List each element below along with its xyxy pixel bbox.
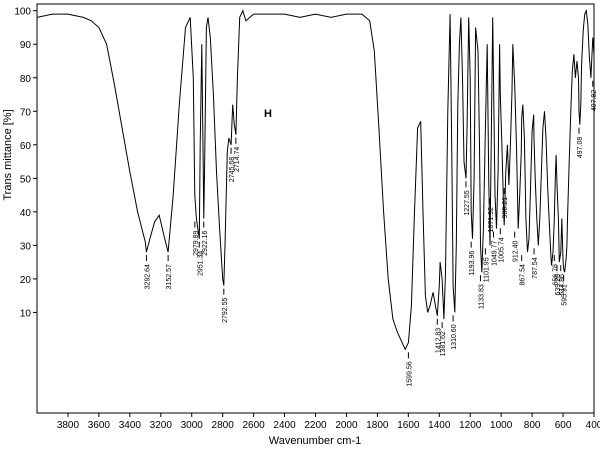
y-tick-label: 90 bbox=[20, 40, 32, 51]
peak-label: 980.21 bbox=[502, 197, 509, 219]
peak-label: 2951.34 bbox=[197, 251, 204, 276]
peak-label: 2922.16 bbox=[202, 231, 209, 256]
peak-label: 1049.77 bbox=[492, 241, 499, 266]
x-tick-label: 2400 bbox=[273, 420, 296, 431]
x-tick-label: 1200 bbox=[459, 420, 482, 431]
plot-frame bbox=[36, 3, 595, 414]
x-tick-label: 3600 bbox=[88, 420, 111, 431]
spectrum-line bbox=[36, 8, 595, 351]
peak-label: 2714.74 bbox=[234, 147, 241, 172]
y-tick-label: 100 bbox=[14, 7, 31, 18]
peak-label: 2745.68 bbox=[229, 157, 236, 182]
x-tick-label: 1800 bbox=[366, 420, 389, 431]
x-tick-label: 3200 bbox=[150, 420, 173, 431]
y-tick-label: 10 bbox=[20, 308, 32, 319]
y-tick-label: 20 bbox=[20, 275, 32, 286]
x-tick-label: 3400 bbox=[119, 420, 142, 431]
x-tick-label: 400 bbox=[586, 420, 600, 431]
annotation-label: H bbox=[264, 108, 272, 120]
peak-label: 1071.92 bbox=[488, 207, 495, 232]
x-tick-label: 800 bbox=[524, 420, 541, 431]
peak-label: 1227.55 bbox=[464, 190, 471, 215]
peak-label: 787.54 bbox=[532, 257, 539, 279]
peak-label: 497.08 bbox=[577, 137, 584, 159]
y-tick-label: 80 bbox=[20, 74, 32, 85]
peak-label: 1381.62 bbox=[440, 331, 447, 356]
peak-label: 1193.96 bbox=[469, 251, 476, 276]
y-tick-label: 50 bbox=[20, 174, 32, 185]
peak-label: 912.40 bbox=[513, 241, 520, 263]
peak-label: 595.91 bbox=[562, 284, 569, 306]
y-axis-label: Trans mittance [%] bbox=[2, 109, 14, 200]
x-tick-label: 1000 bbox=[490, 420, 513, 431]
peak-label: 614.86 bbox=[559, 274, 566, 296]
x-axis-ticks: 3800 3600 3400 3200 3000 2800 2600 2400 2200 2000… bbox=[57, 413, 600, 431]
y-tick-label: 70 bbox=[20, 107, 32, 118]
peak-label: 1310.60 bbox=[451, 324, 458, 349]
x-tick-label: 1600 bbox=[397, 420, 420, 431]
x-axis-label: Wavenumber cm-1 bbox=[269, 435, 362, 447]
x-tick-label: 2800 bbox=[212, 420, 235, 431]
y-tick-label: 60 bbox=[20, 141, 32, 152]
peak-label: 1133.83 bbox=[479, 284, 486, 309]
peak-label: 2979.89 bbox=[193, 231, 200, 256]
peak-label: 1412.83 bbox=[435, 328, 442, 353]
peak-label: 1005.74 bbox=[498, 237, 505, 262]
y-tick-label: 40 bbox=[20, 208, 32, 219]
y-axis-ticks: 10 20 30 40 50 60 70 80 90 100 bbox=[14, 7, 37, 319]
x-tick-label: 3000 bbox=[181, 420, 204, 431]
peak-label: 3292.64 bbox=[144, 264, 151, 289]
x-tick-label: 600 bbox=[555, 420, 572, 431]
peak-label: 656.78 bbox=[552, 264, 559, 286]
peak-label: 1599.56 bbox=[406, 361, 413, 386]
x-tick-label: 2200 bbox=[304, 420, 327, 431]
x-tick-label: 2000 bbox=[335, 420, 358, 431]
x-tick-label: 3800 bbox=[57, 420, 80, 431]
peak-label: 2792.55 bbox=[222, 298, 229, 323]
peak-label: 407.82 bbox=[591, 90, 598, 112]
y-tick-label: 30 bbox=[20, 241, 32, 252]
x-tick-label: 2600 bbox=[242, 420, 265, 431]
peak-label: 867.54 bbox=[520, 264, 527, 286]
peak-label: 3152.57 bbox=[166, 264, 173, 289]
peak-label: 1101.95 bbox=[483, 257, 490, 282]
x-tick-label: 1400 bbox=[428, 420, 451, 431]
peak-label: 639.26 bbox=[555, 274, 562, 296]
